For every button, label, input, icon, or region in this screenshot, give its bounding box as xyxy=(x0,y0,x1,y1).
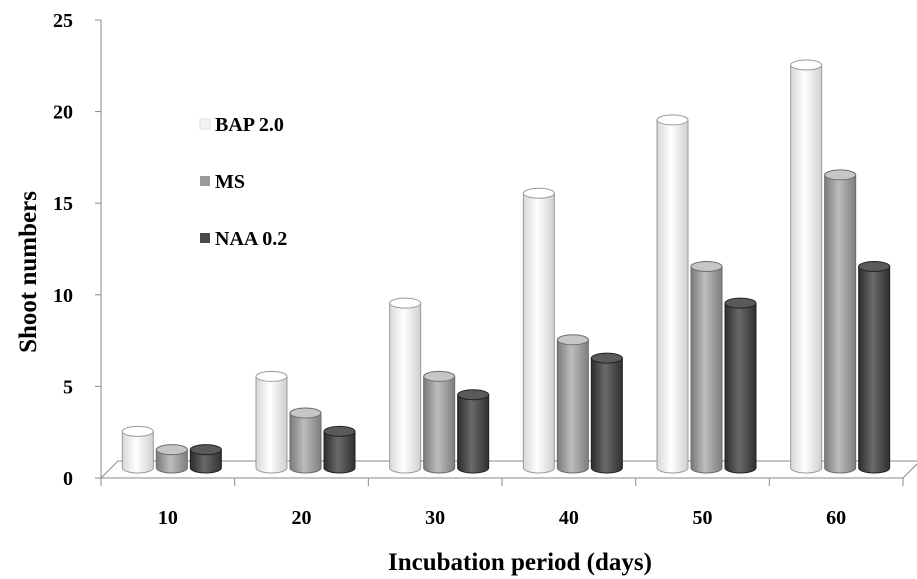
bar xyxy=(155,444,188,474)
bars xyxy=(121,59,891,474)
bar-top xyxy=(289,407,322,419)
bar-body xyxy=(423,375,456,474)
x-axis: 10 20 30 40 50 60 xyxy=(100,477,904,529)
y-tick-label: 15 xyxy=(53,193,73,215)
bar xyxy=(858,260,891,474)
x-tick-label: 60 xyxy=(826,507,846,529)
bar-body xyxy=(556,339,589,474)
y-tick-label: 5 xyxy=(63,376,73,398)
y-tick-label: 20 xyxy=(53,102,73,124)
bar-top xyxy=(556,334,589,346)
legend: BAP 2.0 MS NAA 0.2 xyxy=(199,114,287,250)
x-tick-label: 10 xyxy=(158,507,178,529)
legend-label: BAP 2.0 xyxy=(215,114,284,136)
legend-swatch xyxy=(200,176,210,186)
bar-top xyxy=(858,260,891,272)
bar-top xyxy=(724,297,757,309)
bar-body xyxy=(790,64,823,474)
bar-top xyxy=(690,260,723,272)
x-tick-label: 20 xyxy=(292,507,312,529)
bar-top xyxy=(590,352,623,364)
bar-top xyxy=(790,59,823,71)
bar-body xyxy=(389,302,422,474)
legend-item: BAP 2.0 xyxy=(199,114,284,136)
x-axis-title: Incubation period (days) xyxy=(388,549,652,576)
bar-top xyxy=(522,187,555,199)
y-tick-label: 25 xyxy=(53,10,73,32)
bar-body xyxy=(457,394,490,474)
bar-body xyxy=(858,265,891,474)
legend-swatch xyxy=(200,233,210,243)
legend-item: MS xyxy=(200,171,245,193)
bar-body xyxy=(155,449,188,474)
bar xyxy=(189,444,222,474)
bar-body xyxy=(189,449,222,474)
bar xyxy=(323,425,356,474)
y-tick-label: 0 xyxy=(63,468,73,490)
legend-swatch xyxy=(199,118,211,130)
bar xyxy=(656,114,689,474)
bar xyxy=(289,407,322,474)
bar xyxy=(423,370,456,474)
bar xyxy=(457,389,490,474)
bar-top xyxy=(824,169,857,181)
bar-body xyxy=(121,430,154,474)
bar-body xyxy=(255,375,288,474)
x-tick-label: 40 xyxy=(559,507,579,529)
bar-top xyxy=(255,370,288,382)
bar-body xyxy=(323,430,356,474)
bar-body xyxy=(590,357,623,474)
bar-body xyxy=(289,412,322,474)
bar xyxy=(121,425,154,474)
bar-top xyxy=(656,114,689,126)
bar xyxy=(824,169,857,474)
bar-top xyxy=(121,425,154,437)
bar-top xyxy=(155,444,188,456)
x-tick-label: 30 xyxy=(425,507,445,529)
y-axis-title: Shoot numbers xyxy=(15,191,42,353)
bar-body xyxy=(824,174,857,474)
bar xyxy=(590,352,623,474)
bar-top xyxy=(323,425,356,437)
legend-item: NAA 0.2 xyxy=(200,228,287,250)
bar xyxy=(389,297,422,474)
bar-body xyxy=(522,192,555,474)
legend-label: NAA 0.2 xyxy=(215,228,287,250)
legend-label: MS xyxy=(215,171,245,193)
bar xyxy=(690,260,723,474)
bar-body xyxy=(690,265,723,474)
bar-top xyxy=(389,297,422,309)
bar xyxy=(724,297,757,474)
bar xyxy=(255,370,288,474)
bar-top xyxy=(457,389,490,401)
y-axis: 0 5 10 15 20 25 xyxy=(53,10,102,490)
bar-top xyxy=(423,370,456,382)
bar xyxy=(522,187,555,474)
bar-body xyxy=(656,119,689,474)
x-tick-label: 50 xyxy=(693,507,713,529)
bar-body xyxy=(724,302,757,474)
bar xyxy=(556,334,589,474)
bar-top xyxy=(189,444,222,456)
bar xyxy=(790,59,823,474)
y-tick-label: 10 xyxy=(53,285,73,307)
